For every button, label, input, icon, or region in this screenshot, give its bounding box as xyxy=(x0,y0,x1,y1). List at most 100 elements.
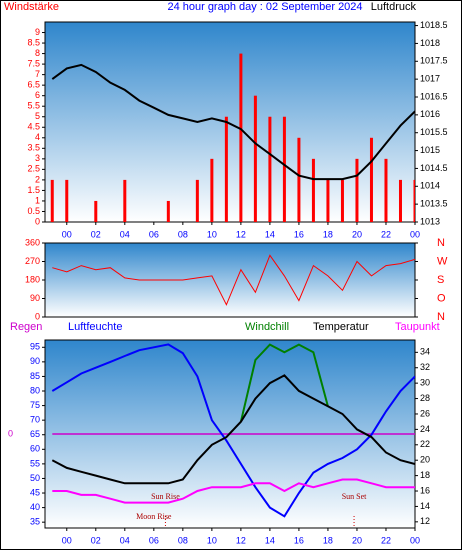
bar xyxy=(253,95,257,222)
x-tick-label: 08 xyxy=(178,535,188,545)
annotation: Sun Rise xyxy=(151,492,180,501)
y-tick-label: 1.5 xyxy=(27,185,40,195)
plot-marks xyxy=(52,254,415,306)
y-tick-label: 1 xyxy=(35,195,40,205)
x-tick-label: 14 xyxy=(265,229,275,239)
y2-tick-label: 24 xyxy=(420,424,430,434)
y-tick-label: 8.5 xyxy=(27,37,40,47)
x-tick-label: 04 xyxy=(120,229,130,239)
y-tick-label: 7.5 xyxy=(27,58,40,68)
x-tick-label: 10 xyxy=(207,229,217,239)
pressure-label: Luftdruck xyxy=(371,1,417,13)
bar xyxy=(268,116,272,222)
chart-title: 24 hour graph day : 02 September 2024 xyxy=(167,1,362,13)
y2-tick-label: 16 xyxy=(420,485,430,495)
bar xyxy=(239,53,243,222)
x-tick-label: 02 xyxy=(91,229,101,239)
y-tick-label: 5 xyxy=(35,111,40,121)
y2-tick-label: S xyxy=(437,274,444,286)
y-tick-label: 35 xyxy=(30,517,40,527)
bar xyxy=(355,158,359,222)
y2-tick-label: 1013.5 xyxy=(420,199,448,209)
series-line xyxy=(239,343,329,422)
y-tick-label: 90 xyxy=(30,356,40,366)
x-tick-label: 10 xyxy=(207,535,217,545)
y-tick-label: 6 xyxy=(35,90,40,100)
y2-tick-label: 30 xyxy=(420,378,430,388)
y2-tick-label: 1015.5 xyxy=(420,127,448,137)
y2-tick-label: 12 xyxy=(420,516,430,526)
bar xyxy=(65,179,69,222)
y-tick-label: 75 xyxy=(30,400,40,410)
series-line xyxy=(52,478,415,504)
y2-tick-label: 22 xyxy=(420,439,430,449)
series-line xyxy=(51,374,415,485)
y-tick-label: 60 xyxy=(30,444,40,454)
bar xyxy=(297,137,301,222)
x-tick-label: 06 xyxy=(149,535,159,545)
annotation: Moon Rise xyxy=(136,512,172,521)
legend-label: Taupunkt xyxy=(395,321,440,333)
x-tick-label: 20 xyxy=(352,535,362,545)
y-tick-label: 45 xyxy=(30,487,40,497)
y-tick-label: 65 xyxy=(30,429,40,439)
y-tick-label: 55 xyxy=(30,458,40,468)
y2-tick-label: 1013 xyxy=(420,216,440,226)
y-tick-label: 6.5 xyxy=(27,80,40,90)
x-tick-label: 12 xyxy=(236,535,246,545)
y2-tick-label: 1018 xyxy=(420,38,440,48)
x-tick-label: 00 xyxy=(62,535,72,545)
y-tick-label: 3 xyxy=(35,153,40,163)
y-tick-label: 270 xyxy=(25,256,40,266)
bar xyxy=(195,179,199,222)
legend-label: Regen xyxy=(10,321,42,333)
y2-tick-label: 34 xyxy=(420,347,430,357)
x-tick-label: 18 xyxy=(323,229,333,239)
legend-label: Luftfeuchte xyxy=(68,321,122,333)
y-tick-label: 50 xyxy=(30,473,40,483)
y-tick-label: 8 xyxy=(35,48,40,58)
x-tick-label: 22 xyxy=(381,535,391,545)
y-tick-label: 85 xyxy=(30,371,40,381)
y2-tick-label: 1016.5 xyxy=(420,91,448,101)
x-tick-label: 02 xyxy=(91,535,101,545)
bar xyxy=(50,179,54,222)
y2-tick-label: O xyxy=(437,292,446,304)
series-line xyxy=(51,63,415,181)
x-tick-label: 20 xyxy=(352,229,362,239)
y2-tick-label: 1015 xyxy=(420,145,440,155)
x-tick-label: 22 xyxy=(381,229,391,239)
bar xyxy=(166,200,170,222)
y-tick-label: 90 xyxy=(30,293,40,303)
y2-tick-label: 1018.5 xyxy=(420,20,448,30)
x-tick-label: 00 xyxy=(410,229,420,239)
y2-tick-label: 20 xyxy=(420,455,430,465)
y-tick-label: 360 xyxy=(25,237,40,247)
y2-tick-label: 32 xyxy=(420,362,430,372)
x-tick-label: 18 xyxy=(323,535,333,545)
bar xyxy=(311,158,315,222)
x-tick-label: 12 xyxy=(236,229,246,239)
x-tick-label: 00 xyxy=(410,535,420,545)
y-tick-label: 40 xyxy=(30,502,40,512)
y2-tick-label: 1017 xyxy=(420,74,440,84)
y2-tick-label: W xyxy=(437,255,448,267)
y-tick-label: 2 xyxy=(35,174,40,184)
y3-tick-label: 0 xyxy=(8,428,13,438)
y2-tick-label: N xyxy=(437,311,445,323)
bar xyxy=(369,137,373,222)
y-tick-label: 4 xyxy=(35,132,40,142)
annotation: Sun Set xyxy=(342,492,367,501)
bar xyxy=(398,179,402,222)
y-tick-label: 0 xyxy=(35,311,40,321)
y-tick-label: 180 xyxy=(25,274,40,284)
x-tick-label: 16 xyxy=(294,229,304,239)
plot-background xyxy=(44,242,416,318)
y2-tick-label: 14 xyxy=(420,501,430,511)
bar xyxy=(384,158,388,222)
bar xyxy=(326,179,330,222)
bar xyxy=(210,158,214,222)
bar xyxy=(413,179,415,222)
plot-background xyxy=(44,21,416,223)
